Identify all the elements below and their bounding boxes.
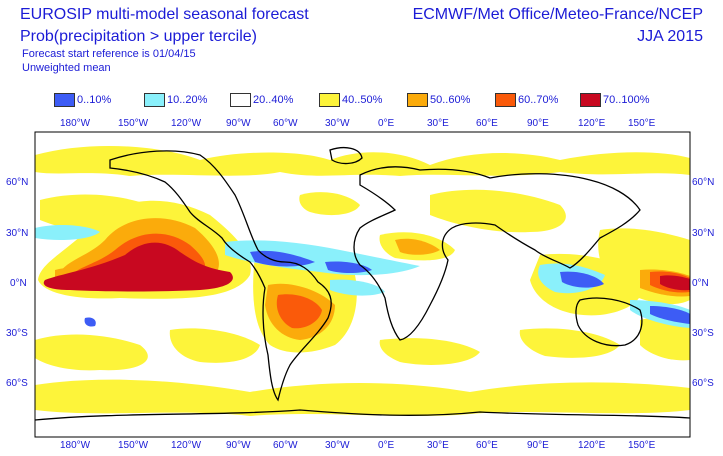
y-tick-label: 60°S [6,378,28,389]
australia-coast [575,297,643,347]
color-legend: 0..10% 10..20% 20..40% 40..50% 50..60% 6… [54,93,674,109]
y-tick-label: 0°N [692,278,709,289]
coastlines [35,147,690,421]
legend-item: 40..50% [319,93,382,109]
legend-swatch [230,93,251,107]
x-tick-label: 30°E [427,118,449,129]
afro-eurasia-coast [353,166,641,341]
source-centres-text: ECMWF/Met Office/Meteo-France/NCEP [412,6,703,23]
x-tick-label: 30°W [325,440,350,451]
legend-item: 10..20% [144,93,207,109]
x-tick-label: 150°W [118,440,149,451]
map-frame [34,131,691,438]
greenland-coast [329,147,363,165]
legend-label: 0..10% [77,94,112,106]
americas-coast [109,150,332,402]
x-tick-label: 120°E [578,440,606,451]
x-tick-label: 120°E [578,118,606,129]
map-subtitle: Prob(precipitation > upper tercile) [20,28,258,45]
x-tick-label: 60°E [476,440,498,451]
legend-label: 50..60% [430,94,471,106]
legend-swatch [144,93,165,107]
legend-item: 60..70% [495,93,558,109]
shade-70-100 [43,242,690,292]
legend-swatch [407,93,428,107]
x-tick-label: 0°E [378,440,395,451]
x-tick-label: 150°W [118,118,149,129]
y-tick-label: 60°N [6,177,29,188]
forecast-reference-text: Forecast start reference is 01/04/15 [22,48,196,60]
x-tick-label: 0°E [378,118,395,129]
legend-swatch [54,93,75,107]
shade-0-10 [84,250,690,327]
x-tick-label: 150°E [628,440,656,451]
legend-item: 20..40% [230,93,293,109]
y-tick-label: 30°S [6,328,28,339]
legend-item: 50..60% [407,93,470,109]
x-tick-label: 60°E [476,118,498,129]
y-tick-label: 60°N [692,177,715,188]
x-tick-label: 60°W [273,440,298,451]
mean-type-text: Unweighted mean [22,62,111,74]
legend-swatch [495,93,516,107]
x-tick-label: 60°W [273,118,298,129]
legend-label: 70..100% [603,94,650,106]
legend-swatch [580,93,601,107]
y-tick-label: 30°N [692,228,715,239]
legend-label: 10..20% [167,94,208,106]
y-tick-label: 60°S [692,378,714,389]
x-tick-label: 180°W [60,118,91,129]
season-label: JJA 2015 [637,28,703,45]
y-tick-label: 0°N [10,278,27,289]
legend-item: 70..100% [580,93,649,109]
x-tick-label: 30°E [427,440,449,451]
y-tick-label: 30°S [692,328,714,339]
legend-label: 60..70% [518,94,559,106]
legend-item: 0..10% [54,93,111,109]
x-tick-label: 90°E [527,440,549,451]
x-tick-label: 90°W [226,118,251,129]
x-tick-label: 120°W [171,440,202,451]
map-title: EUROSIP multi-model seasonal forecast [20,6,309,23]
legend-swatch [319,93,340,107]
antarctica-coast [35,409,690,421]
x-tick-label: 90°W [226,440,251,451]
x-tick-label: 120°W [171,118,202,129]
x-tick-label: 30°W [325,118,350,129]
x-tick-label: 180°W [60,440,91,451]
y-tick-label: 30°N [6,228,29,239]
legend-label: 20..40% [253,94,294,106]
x-tick-label: 150°E [628,118,656,129]
x-tick-label: 90°E [527,118,549,129]
legend-label: 40..50% [342,94,383,106]
